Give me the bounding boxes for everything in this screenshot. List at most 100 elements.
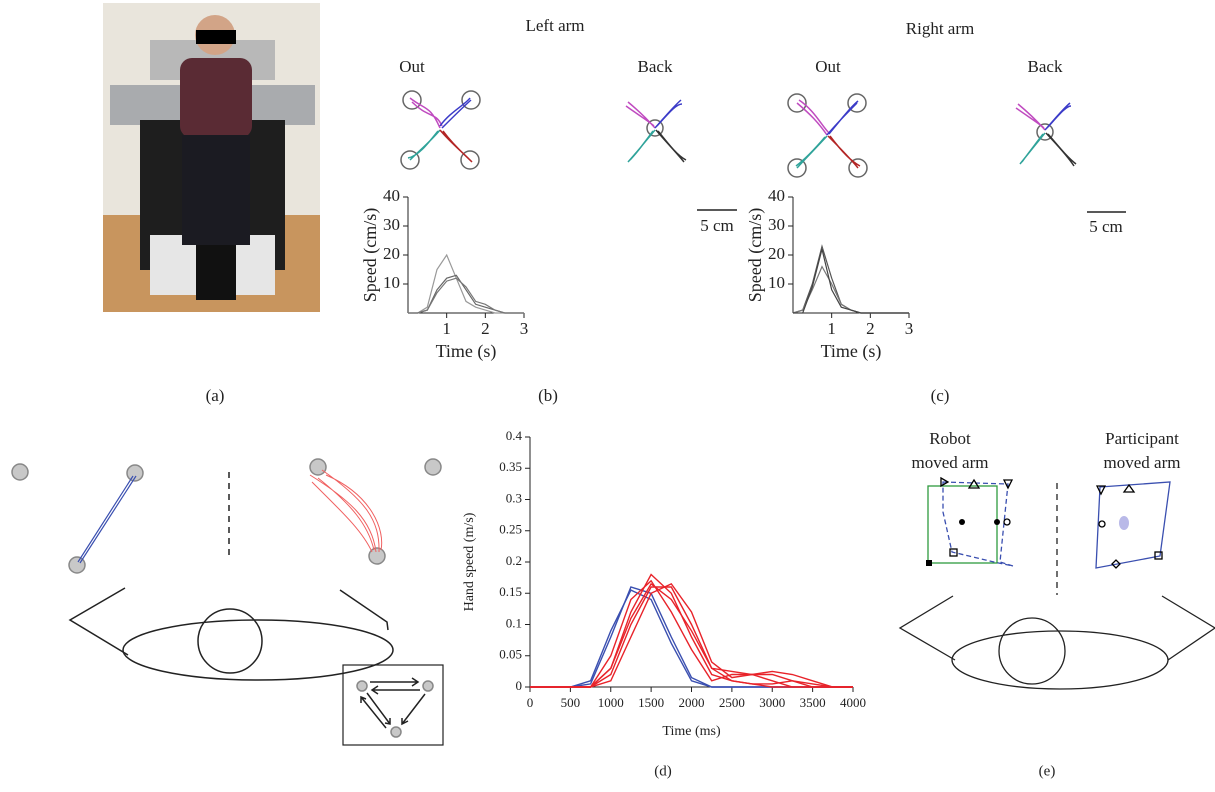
x-axis-label: Time (ms) <box>662 724 721 739</box>
trajectory-back-path <box>1016 104 1045 130</box>
series-line <box>408 275 524 313</box>
trajectory-out-path <box>797 100 829 135</box>
y-tick-label: 0.3 <box>506 490 522 505</box>
x-tick-label: 3 <box>520 319 529 338</box>
x-tick-label: 1 <box>442 319 451 338</box>
x-tick-label: 2000 <box>679 695 705 710</box>
subtitle: Out <box>815 57 841 76</box>
panel-label: (c) <box>931 386 950 405</box>
y-tick-label: 0.35 <box>499 459 522 474</box>
x-tick-label: 0 <box>527 695 534 710</box>
schematic-e-ellipse <box>1119 516 1129 530</box>
series-line <box>530 590 853 687</box>
scale-label: 5 cm <box>1089 217 1123 236</box>
trajectory-out-path <box>828 136 860 168</box>
y-tick-label: 30 <box>768 215 785 234</box>
trajectory-out <box>401 91 480 169</box>
schematic-d-circle <box>310 459 326 475</box>
y-tick-label: 0.15 <box>499 584 522 599</box>
trajectory-out <box>788 94 867 177</box>
x-tick-label: 500 <box>561 695 581 710</box>
y-axis-label: Hand speed (m/s) <box>462 512 477 611</box>
y-tick-label: 40 <box>383 186 400 205</box>
x-tick-label: 1 <box>827 319 836 338</box>
x-tick-label: 3 <box>905 319 914 338</box>
trajectory-back <box>1016 103 1076 166</box>
schematic-e-ellipse <box>952 631 1168 689</box>
schematic-e-path <box>943 482 1013 566</box>
trajectory-back-path <box>656 130 686 162</box>
photo-rect <box>245 85 315 125</box>
schematic-d-path <box>340 590 388 630</box>
subtitle: Participant <box>1105 429 1179 448</box>
subtitle: Out <box>399 57 425 76</box>
trajectory-back-path <box>1045 103 1071 130</box>
schematic-e <box>900 478 1215 689</box>
y-tick-label: 30 <box>383 215 400 234</box>
subtitle: Robot <box>929 429 971 448</box>
photo-rect <box>196 30 236 44</box>
x-tick-label: 1000 <box>598 695 624 710</box>
y-tick-label: 0.4 <box>506 428 523 443</box>
panel-title: Left arm <box>526 16 585 35</box>
y-tick-label: 0.25 <box>499 522 522 537</box>
schematic-e-circle <box>1099 521 1105 527</box>
schematic-e-circle <box>959 519 965 525</box>
photo <box>103 3 320 312</box>
trajectory-back <box>626 100 686 162</box>
series-line <box>793 246 909 313</box>
y-tick-label: 0.05 <box>499 647 522 662</box>
x-tick-label: 4000 <box>840 695 866 710</box>
photo-rect <box>182 135 250 245</box>
y-tick-label: 10 <box>768 273 785 292</box>
series-line <box>530 581 853 687</box>
trajectory-out-path <box>796 136 827 168</box>
schematic-d-circle <box>12 464 28 480</box>
subtitle: moved arm <box>912 453 989 472</box>
subtitle: Back <box>1028 57 1063 76</box>
schematic-d-path <box>78 476 136 563</box>
schematic-e-circle <box>994 519 1000 525</box>
y-tick-label: 10 <box>383 273 400 292</box>
schematic-d-ellipse <box>123 620 393 680</box>
trajectory-out-path <box>440 130 472 162</box>
scale-label: 5 cm <box>700 216 734 235</box>
y-tick-label: 40 <box>768 186 785 205</box>
x-axis-label: Time (s) <box>821 341 882 362</box>
photo-rect <box>110 85 180 125</box>
y-axis-label: Speed (cm/s) <box>745 208 766 302</box>
trajectory-back-path <box>626 102 655 128</box>
series-line <box>408 255 524 313</box>
photo-rect <box>180 58 252 138</box>
trajectory-back-path <box>655 100 682 128</box>
x-axis-label: Time (s) <box>436 341 497 362</box>
subtitle: Back <box>638 57 673 76</box>
trajectory-out-path <box>410 98 442 128</box>
panel-label: (b) <box>538 386 558 405</box>
x-tick-label: 2500 <box>719 695 745 710</box>
x-tick-label: 1500 <box>638 695 664 710</box>
trajectory-back-path <box>1046 133 1076 166</box>
y-tick-label: 20 <box>768 244 785 263</box>
trajectory-out-path <box>827 101 858 135</box>
schematic-d-path <box>70 588 128 655</box>
schematic-e-circle <box>999 618 1065 684</box>
panel-label: (e) <box>1039 763 1056 779</box>
panel-label: (a) <box>206 386 225 405</box>
series-line <box>793 249 909 313</box>
schematic-d-circle <box>391 727 401 737</box>
schematic-e-path <box>900 596 1215 660</box>
figure: (a) Left arm Out Back 5 cm (b) Right arm… <box>0 0 1215 787</box>
schematic-e-path <box>1096 482 1170 568</box>
schematic-d-circle <box>425 459 441 475</box>
schematic-d-path <box>361 678 425 728</box>
subtitle: moved arm <box>1104 453 1181 472</box>
x-tick-label: 2 <box>866 319 875 338</box>
x-tick-label: 3000 <box>759 695 785 710</box>
panel-label: (d) <box>654 763 672 779</box>
schematic-e-circle <box>1004 519 1010 525</box>
y-tick-label: 20 <box>383 244 400 263</box>
schematic-d-circle <box>357 681 367 691</box>
schematic-e-rect <box>926 560 932 566</box>
trajectory-back-path <box>1020 133 1045 164</box>
